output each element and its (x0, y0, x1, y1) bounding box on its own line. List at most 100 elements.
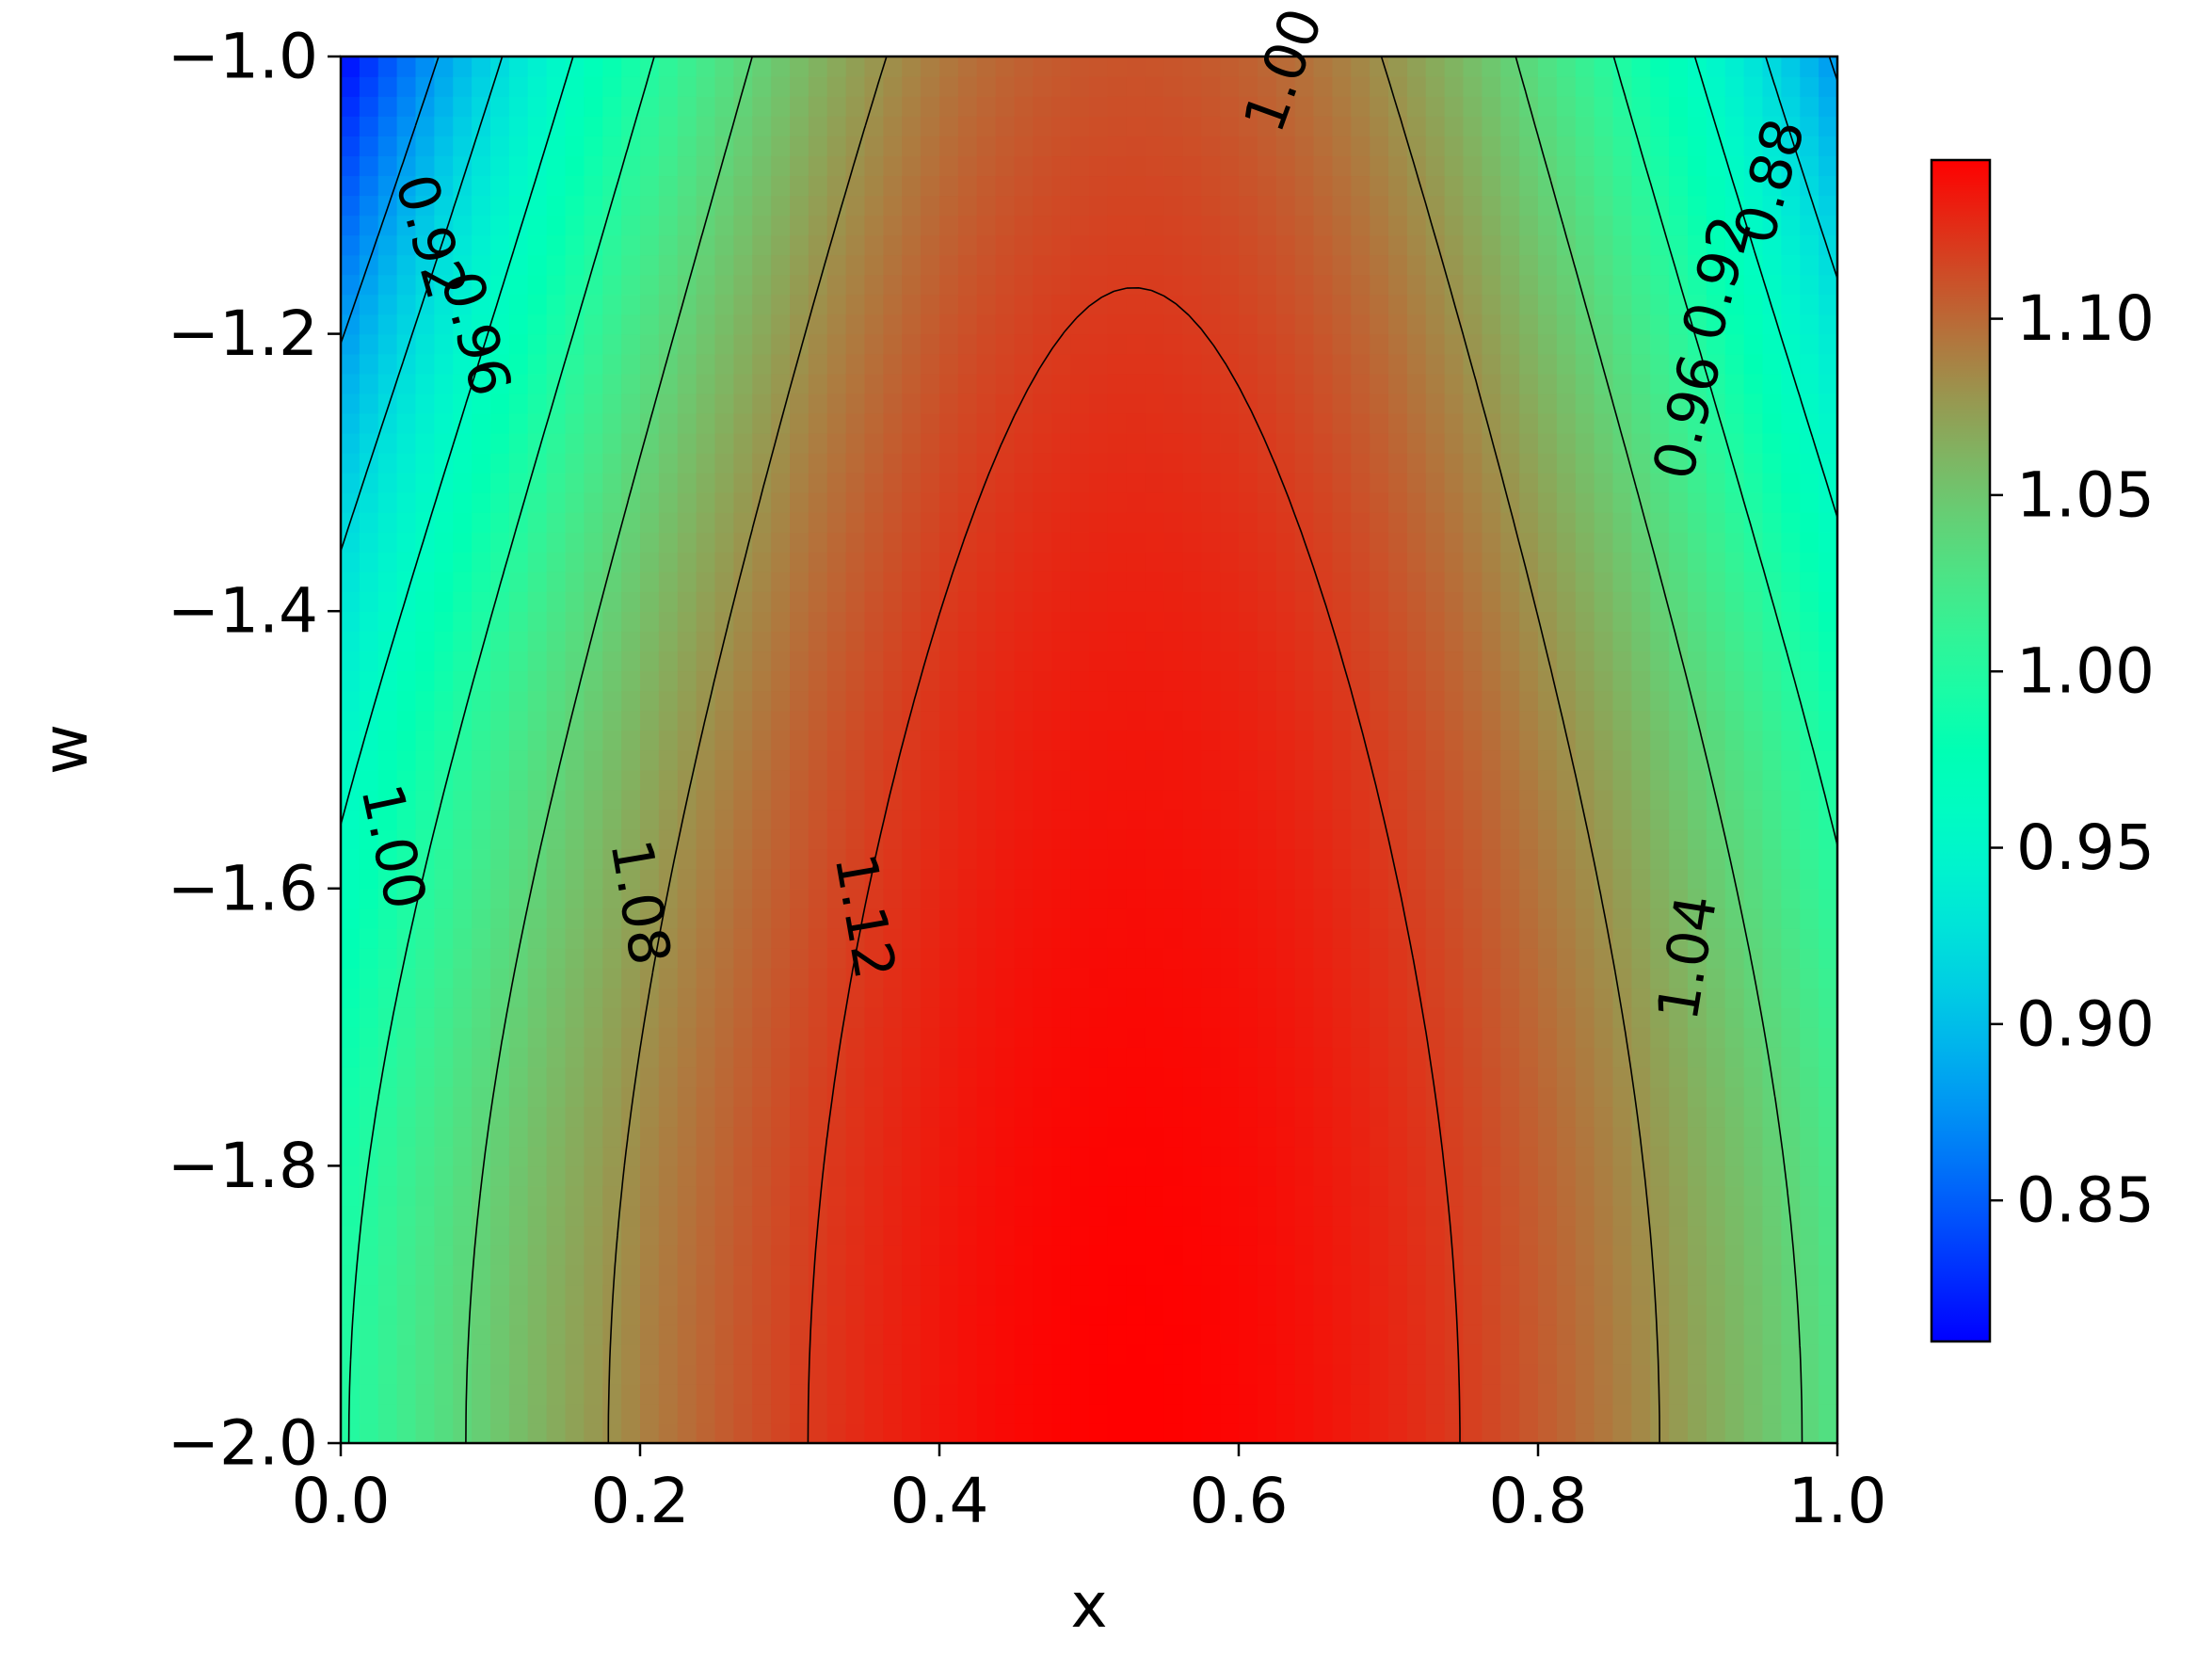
heat-cell (808, 749, 828, 771)
heat-cell (939, 710, 959, 731)
heat-cell (771, 789, 791, 811)
heat-cell (845, 274, 866, 296)
heat-cell (621, 1047, 641, 1068)
heat-cell (995, 195, 1016, 217)
heat-cell (453, 76, 473, 97)
heat-cell (565, 1403, 585, 1424)
heat-cell (1089, 1304, 1109, 1325)
heat-cell (602, 927, 622, 949)
heat-cell (939, 631, 959, 652)
heat-cell (1500, 552, 1520, 572)
heat-cell (490, 611, 510, 633)
heat-cell (1239, 1363, 1258, 1385)
heat-cell (1500, 136, 1520, 157)
heat-cell (714, 690, 735, 712)
heat-cell (1406, 195, 1427, 217)
heat-cell (1556, 670, 1577, 692)
heat-cell (957, 809, 978, 830)
heat-cell (472, 136, 491, 157)
heat-cell (1182, 591, 1203, 612)
heat-cell (434, 789, 455, 811)
heat-cell (396, 809, 417, 830)
heat-cell (490, 511, 510, 533)
heat-cell (527, 393, 548, 414)
heat-cell (434, 274, 455, 296)
heat-cell (1519, 1422, 1539, 1443)
heat-cell (714, 1126, 735, 1148)
heat-cell (434, 195, 455, 217)
heat-cell (527, 254, 548, 276)
heat-cell (1145, 650, 1165, 672)
heat-cell (1275, 1185, 1296, 1207)
heat-cell (1051, 1363, 1071, 1385)
heat-cell (677, 1067, 697, 1088)
heat-cell (1163, 1146, 1184, 1167)
heat-cell (714, 591, 735, 612)
heat-cell (902, 1067, 922, 1088)
heat-cell (359, 175, 379, 197)
heat-cell (864, 670, 885, 692)
heat-cell (1650, 749, 1670, 771)
heat-cell (1070, 353, 1090, 375)
heat-cell (826, 552, 847, 572)
heat-cell (584, 650, 604, 672)
heat-cell (1444, 1007, 1465, 1028)
heat-cell (845, 749, 866, 771)
heat-cell (902, 234, 922, 256)
heat-cell (1294, 1086, 1315, 1108)
heat-cell (1650, 1205, 1670, 1227)
heat-cell (396, 749, 417, 771)
heat-cell (995, 76, 1016, 97)
heat-cell (1070, 730, 1090, 751)
heat-cell (957, 412, 978, 434)
heat-cell (1182, 1205, 1203, 1227)
heat-cell (1313, 333, 1334, 355)
heat-cell (1051, 710, 1071, 731)
heat-cell (771, 1422, 791, 1443)
heat-cell (1612, 1383, 1633, 1405)
heat-cell (1294, 195, 1315, 217)
heat-cell (377, 1225, 398, 1246)
heat-cell (1556, 511, 1577, 533)
heat-cell (359, 274, 379, 296)
heat-cell (565, 1146, 585, 1167)
heat-cell (1370, 552, 1389, 572)
heat-cell (921, 1422, 940, 1443)
heat-cell (995, 1027, 1016, 1048)
heat-cell (415, 472, 436, 493)
heat-cell (696, 195, 716, 217)
heat-cell (1538, 730, 1558, 751)
heat-cell (1388, 175, 1408, 197)
heat-cell (640, 571, 660, 592)
heat-cell (490, 967, 510, 988)
heat-cell (696, 1264, 716, 1286)
heat-cell (752, 491, 772, 513)
heat-cell (808, 333, 828, 355)
heat-cell (957, 789, 978, 811)
heat-cell (957, 1363, 978, 1385)
heat-cell (1051, 1403, 1071, 1424)
heat-cell (1220, 1027, 1240, 1048)
heat-cell (453, 1165, 473, 1187)
heat-cell (453, 552, 473, 572)
heat-cell (341, 1324, 361, 1345)
heat-cell (584, 1422, 604, 1443)
heat-cell (472, 274, 491, 296)
heat-cell (696, 1363, 716, 1385)
heat-cell (1669, 1284, 1689, 1306)
heat-cell (1163, 769, 1184, 791)
heat-cell (1201, 76, 1221, 97)
heat-cell (1500, 432, 1520, 454)
heat-cell (1370, 412, 1389, 434)
heat-cell (1631, 907, 1652, 929)
heat-cell (1126, 1185, 1146, 1207)
heat-cell (1482, 491, 1502, 513)
heat-cell (1145, 710, 1165, 731)
heat-cell (921, 1343, 940, 1365)
heat-cell (1500, 611, 1520, 633)
heat-cell (377, 1086, 398, 1108)
heat-cell (1612, 1106, 1633, 1128)
heat-cell (1444, 552, 1465, 572)
heat-cell (1631, 1126, 1652, 1148)
heat-cell (883, 650, 904, 672)
